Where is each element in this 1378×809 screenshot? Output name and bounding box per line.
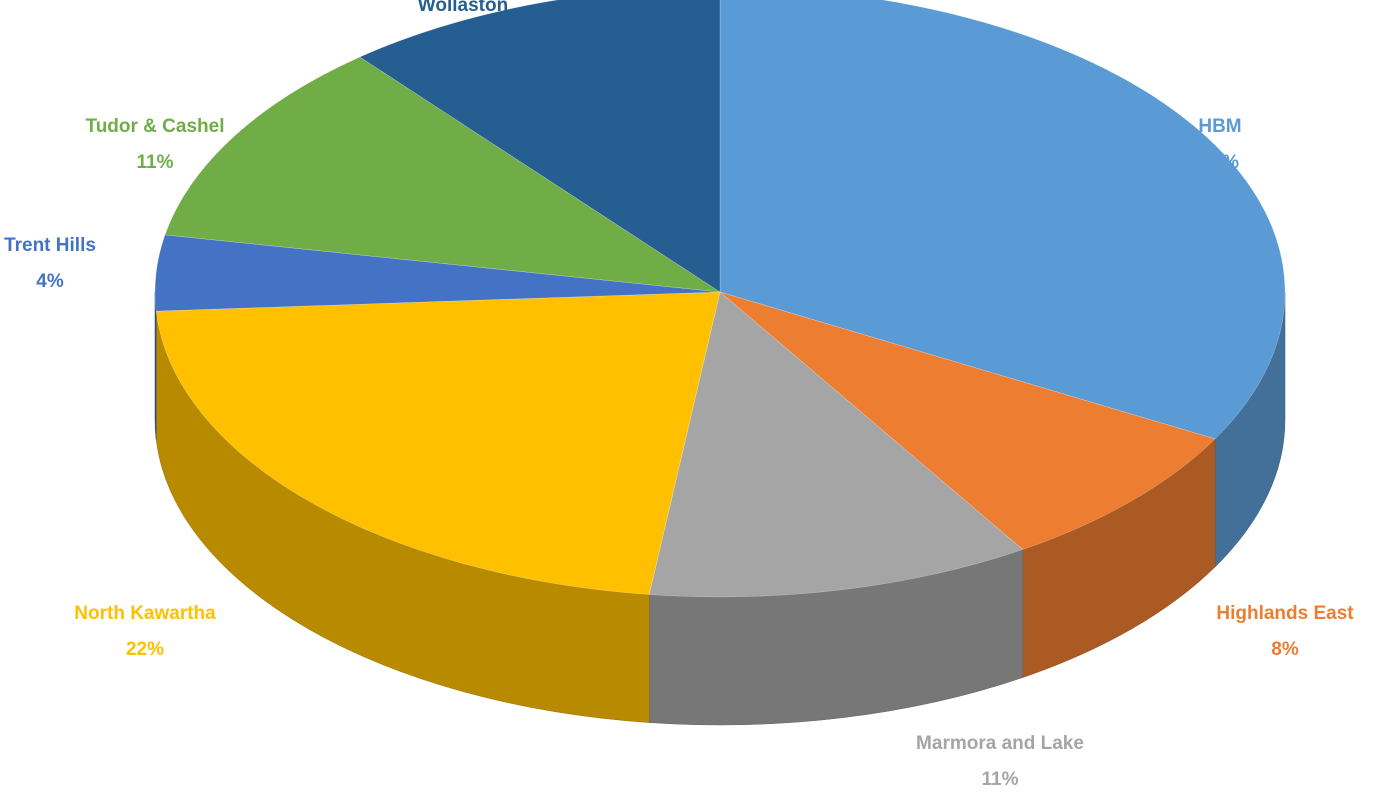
pie-tops [154,0,1286,598]
pie-side [154,291,157,440]
pie-slice [648,291,1024,598]
pie-slice [719,0,1286,440]
value-label: 8% [1271,639,1299,660]
category-label: Tudor & Cashel [86,116,225,137]
value-label: 11% [445,31,482,52]
value-label: 4% [36,271,64,292]
category-label: Trent Hills [4,235,96,256]
pie-slice [155,291,721,595]
category-label: Marmora and Lake [916,733,1084,754]
category-label: Wollaston [418,0,508,16]
value-label: 33% [1201,152,1239,173]
pie-slice [164,56,721,293]
category-label: North Kawartha [74,603,216,624]
category-label: HBM [1198,116,1241,137]
pie-slice [359,0,721,293]
pie-slice [719,291,1216,550]
pie-slice [154,234,721,312]
data-labels: HBM 33% Highlands East 8% Marmora and Lake 11… [4,0,1354,790]
category-label: Highlands East [1216,603,1354,624]
value-label: 11% [137,152,174,173]
value-label: 11% [982,769,1019,790]
value-label: 22% [126,639,164,660]
